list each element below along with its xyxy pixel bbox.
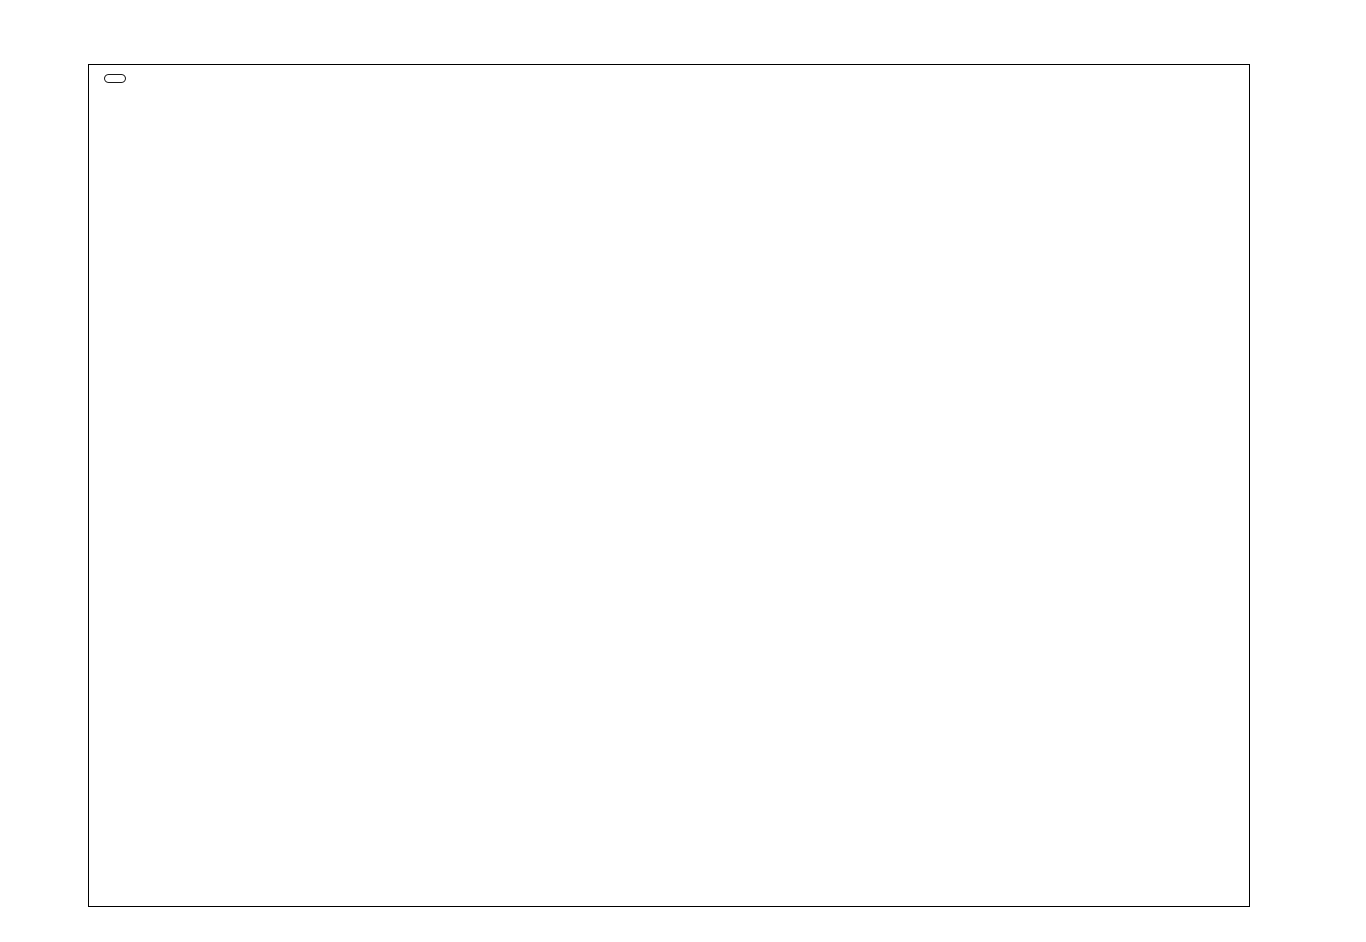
max-wind-annotation [104, 74, 126, 83]
colorbar [1272, 246, 1358, 724]
map-axes [88, 64, 1250, 907]
map-canvas [89, 65, 1249, 906]
